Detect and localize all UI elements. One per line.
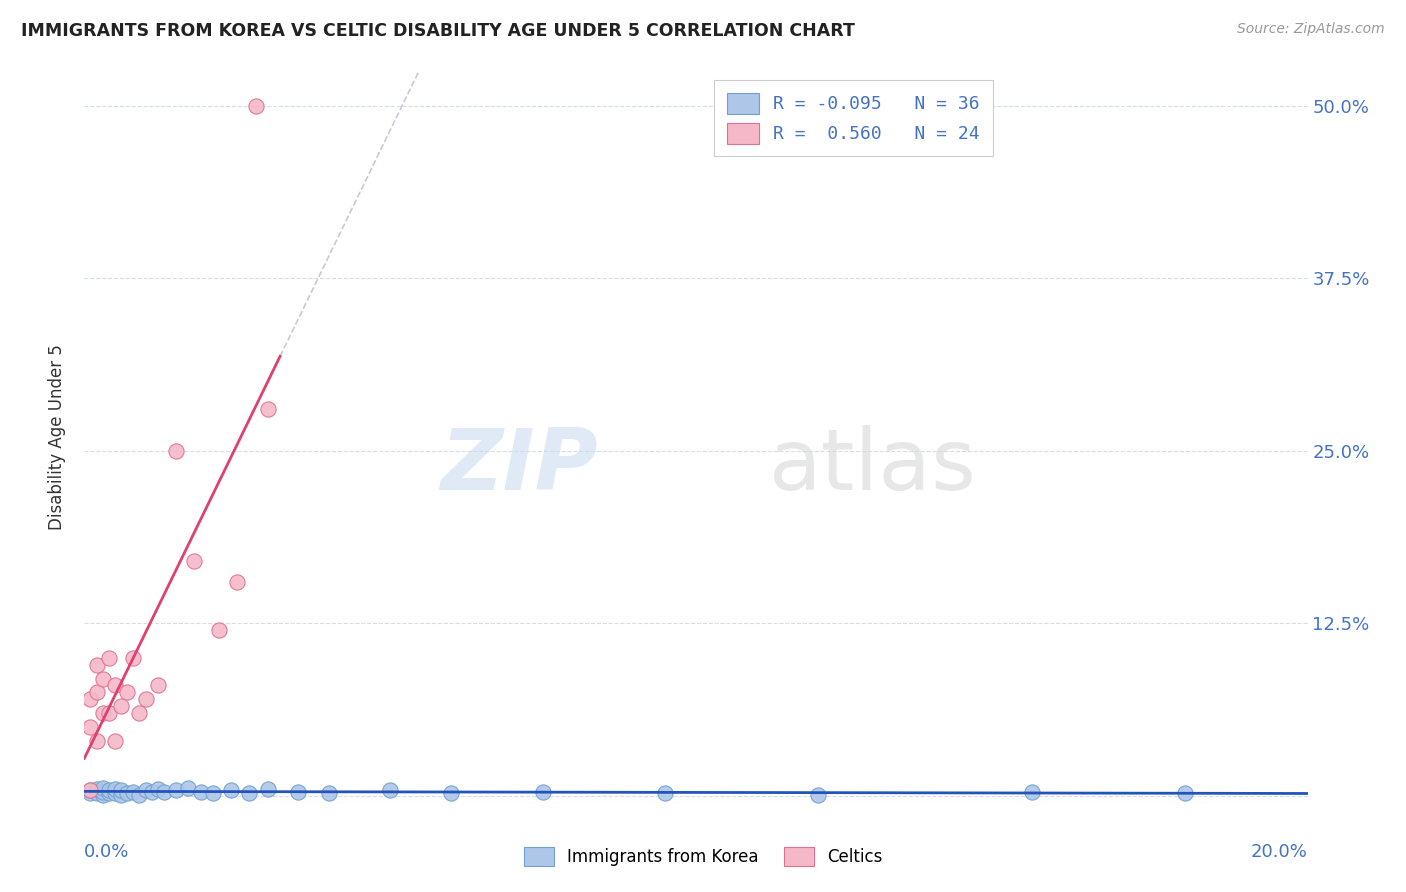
Point xyxy=(91,706,114,720)
Point xyxy=(104,786,127,800)
Point xyxy=(110,699,132,714)
Point xyxy=(318,786,340,800)
Point xyxy=(86,657,108,672)
Point xyxy=(201,786,224,800)
Point xyxy=(79,786,101,800)
Point xyxy=(91,672,114,686)
Point xyxy=(91,788,114,802)
Point xyxy=(287,785,309,799)
Point xyxy=(91,785,114,799)
Point xyxy=(79,783,101,797)
Point xyxy=(97,706,120,720)
Point xyxy=(104,782,127,797)
Point xyxy=(86,786,108,800)
Point xyxy=(91,780,114,795)
Text: 20.0%: 20.0% xyxy=(1251,843,1308,861)
Point xyxy=(146,678,169,692)
Point xyxy=(380,783,402,797)
Text: IMMIGRANTS FROM KOREA VS CELTIC DISABILITY AGE UNDER 5 CORRELATION CHART: IMMIGRANTS FROM KOREA VS CELTIC DISABILI… xyxy=(21,22,855,40)
Point xyxy=(165,443,187,458)
Point xyxy=(122,651,145,665)
Point xyxy=(226,574,249,589)
Point xyxy=(219,783,242,797)
Point xyxy=(183,554,205,568)
Point xyxy=(128,788,150,802)
Point xyxy=(531,785,554,799)
Point xyxy=(1021,785,1043,799)
Legend: R = -0.095   N = 36, R =  0.560   N = 24: R = -0.095 N = 36, R = 0.560 N = 24 xyxy=(714,80,993,156)
Point xyxy=(122,785,145,799)
Point xyxy=(110,788,132,802)
Text: ZIP: ZIP xyxy=(440,425,598,508)
Point xyxy=(654,786,676,800)
Point xyxy=(97,651,120,665)
Point xyxy=(146,782,169,797)
Point xyxy=(128,706,150,720)
Point xyxy=(257,782,280,797)
Point xyxy=(86,733,108,747)
Point xyxy=(141,785,163,799)
Text: atlas: atlas xyxy=(769,425,977,508)
Point xyxy=(135,692,157,706)
Legend: Immigrants from Korea, Celtics: Immigrants from Korea, Celtics xyxy=(516,838,890,875)
Point xyxy=(238,786,260,800)
Point xyxy=(115,786,138,800)
Point xyxy=(79,720,101,734)
Point xyxy=(1174,786,1197,800)
Point xyxy=(104,678,127,692)
Point xyxy=(190,785,212,799)
Point xyxy=(153,785,176,799)
Point xyxy=(135,783,157,797)
Point xyxy=(97,783,120,797)
Point xyxy=(440,786,463,800)
Text: Source: ZipAtlas.com: Source: ZipAtlas.com xyxy=(1237,22,1385,37)
Point xyxy=(86,685,108,699)
Point xyxy=(97,786,120,800)
Point xyxy=(165,783,187,797)
Point xyxy=(104,733,127,747)
Point xyxy=(245,99,267,113)
Point xyxy=(208,624,231,638)
Point xyxy=(115,685,138,699)
Text: 0.0%: 0.0% xyxy=(84,843,129,861)
Point xyxy=(86,782,108,797)
Point xyxy=(177,780,200,795)
Point xyxy=(79,692,101,706)
Point xyxy=(79,783,101,797)
Point xyxy=(807,788,830,802)
Point xyxy=(257,402,280,417)
Y-axis label: Disability Age Under 5: Disability Age Under 5 xyxy=(48,344,66,530)
Point xyxy=(110,783,132,797)
